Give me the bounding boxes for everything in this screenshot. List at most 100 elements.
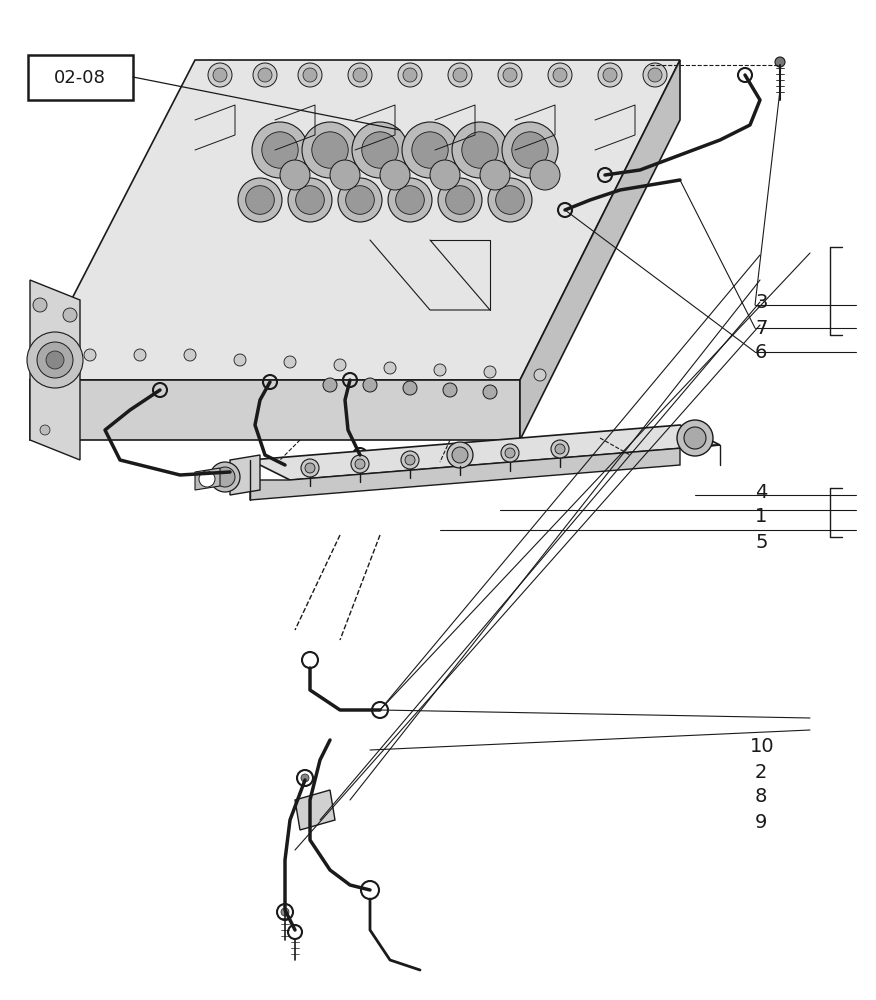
Circle shape [496,186,525,214]
Circle shape [505,448,515,458]
Circle shape [199,471,215,487]
Circle shape [555,444,565,454]
Circle shape [384,362,396,374]
Polygon shape [30,60,680,380]
Text: 5: 5 [755,532,767,552]
Circle shape [403,68,417,82]
Polygon shape [30,380,520,440]
Circle shape [348,63,372,87]
Circle shape [438,178,482,222]
Polygon shape [520,60,680,440]
Text: 7: 7 [755,318,767,338]
Circle shape [603,68,617,82]
Circle shape [462,132,498,168]
Circle shape [643,63,667,87]
Circle shape [288,178,332,222]
Circle shape [238,178,282,222]
Polygon shape [250,445,720,500]
Circle shape [388,178,432,222]
Text: 02-08: 02-08 [54,69,106,87]
Circle shape [403,381,417,395]
Circle shape [37,342,73,378]
Circle shape [402,122,458,178]
Circle shape [396,186,424,214]
Polygon shape [295,790,335,830]
Circle shape [553,68,567,82]
Circle shape [451,448,469,466]
Circle shape [453,68,467,82]
Circle shape [40,425,50,435]
Circle shape [302,122,358,178]
Circle shape [363,378,377,392]
Circle shape [280,160,310,190]
Circle shape [27,332,83,388]
Circle shape [452,122,508,178]
Circle shape [530,160,560,190]
Circle shape [501,444,519,462]
Circle shape [312,132,348,168]
Circle shape [63,308,77,322]
Circle shape [352,122,408,178]
Circle shape [258,68,272,82]
Circle shape [401,451,419,469]
Circle shape [245,186,274,214]
Circle shape [330,160,360,190]
Polygon shape [250,425,720,480]
Circle shape [380,160,410,190]
Circle shape [184,349,196,361]
Circle shape [448,63,472,87]
Circle shape [503,68,517,82]
Circle shape [512,132,548,168]
Text: 1: 1 [755,506,767,526]
Circle shape [412,132,449,168]
Circle shape [434,364,446,376]
Circle shape [213,68,227,82]
Circle shape [210,462,240,492]
Text: 2: 2 [755,762,767,782]
Circle shape [323,378,337,392]
Circle shape [301,459,319,477]
Circle shape [234,354,246,366]
Text: 6: 6 [755,342,767,361]
Circle shape [281,908,289,916]
Circle shape [480,160,510,190]
Circle shape [405,455,415,465]
Circle shape [284,356,296,368]
Circle shape [488,178,532,222]
Circle shape [253,63,277,87]
Polygon shape [30,280,80,460]
Circle shape [298,63,322,87]
Circle shape [84,349,96,361]
Circle shape [346,186,374,214]
Circle shape [215,467,235,487]
Circle shape [362,132,399,168]
Circle shape [443,383,457,397]
Circle shape [498,63,522,87]
Bar [28,55,133,100]
Circle shape [551,440,569,458]
Text: 10: 10 [750,736,774,756]
Circle shape [483,385,497,399]
Circle shape [446,186,474,214]
Circle shape [301,774,309,782]
Circle shape [484,366,496,378]
Circle shape [455,452,465,462]
Circle shape [398,63,422,87]
Text: 3: 3 [755,292,767,312]
Circle shape [33,298,47,312]
Circle shape [353,68,367,82]
Text: 8: 8 [755,786,767,806]
Circle shape [252,122,308,178]
Circle shape [447,442,473,468]
Polygon shape [195,468,220,490]
Text: 4: 4 [755,483,767,502]
Circle shape [334,359,346,371]
Circle shape [351,455,369,473]
Circle shape [208,63,232,87]
Circle shape [46,351,64,369]
Circle shape [684,427,706,449]
Circle shape [303,68,317,82]
Circle shape [296,186,324,214]
Circle shape [677,420,713,456]
Circle shape [775,57,785,67]
